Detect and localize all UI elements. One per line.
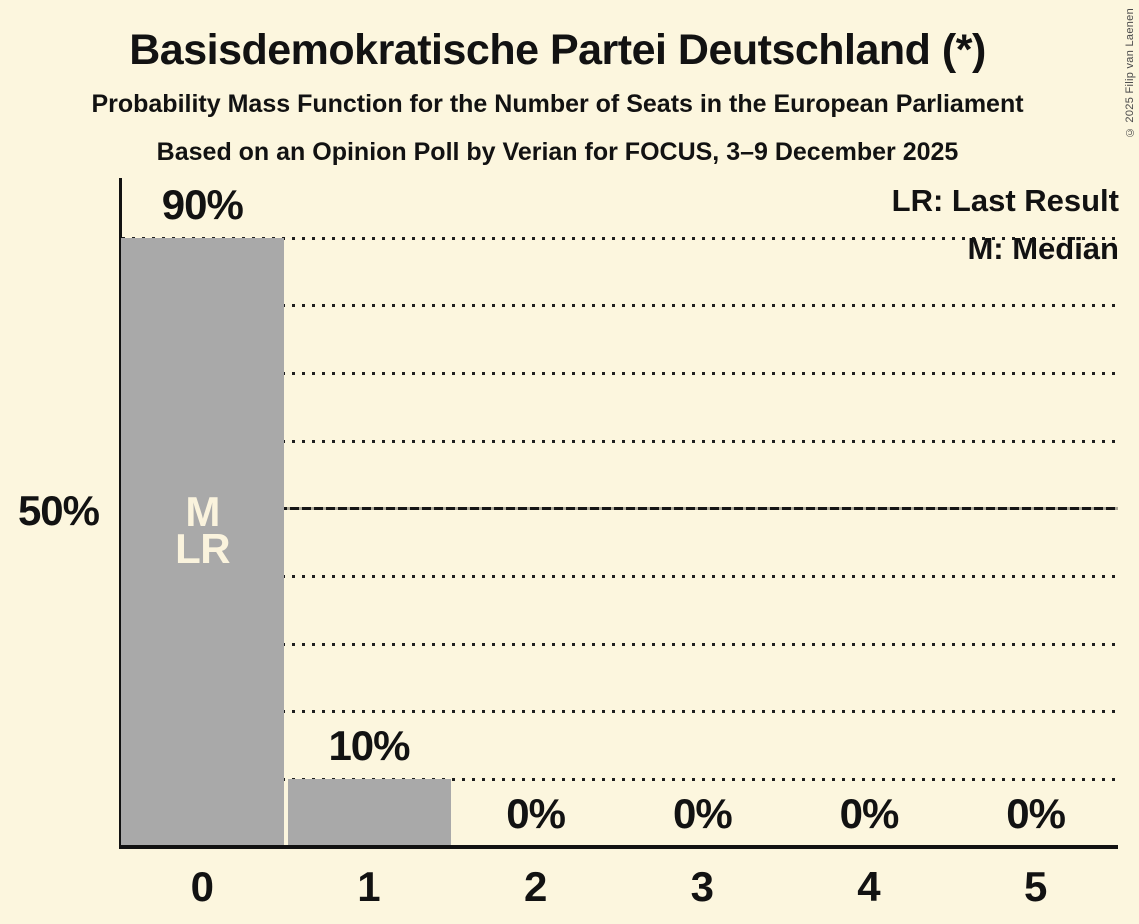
chart-title: Basisdemokratische Partei Deutschland (*…	[129, 26, 986, 74]
y-axis-tick-label-50: 50%	[17, 487, 100, 534]
chart-source-line: Based on an Opinion Poll by Verian for F…	[156, 138, 959, 166]
gridline-90pct	[122, 236, 1118, 240]
bar-seat-1	[287, 779, 451, 847]
copyright-text: © 2025 Filip van Laenen	[1124, 8, 1136, 139]
x-axis-tick-label-1: 1	[357, 863, 381, 910]
legend-last-result-label: LR: Last Result	[891, 183, 1119, 218]
bar-annotation-line: LR	[175, 525, 231, 572]
gridline-60pct	[122, 439, 1118, 443]
x-axis-tick-label-2: 2	[523, 863, 548, 910]
x-axis-tick-label-4: 4	[857, 863, 881, 910]
bar-annotation-line: M	[185, 488, 220, 535]
gridline-30pct	[122, 642, 1118, 646]
gridline-10pct	[122, 777, 1118, 781]
legend-median-label: M: Median	[967, 231, 1119, 266]
bar-value-label-seat-1: 10%	[328, 722, 410, 770]
bar-annotation-median-lastresult: M LR	[121, 488, 284, 572]
gridline-50pct	[122, 507, 1118, 511]
x-axis-line	[119, 845, 1118, 849]
gridline-70pct	[122, 371, 1118, 375]
gridline-80pct	[122, 304, 1118, 308]
x-axis-tick-label-3: 3	[690, 863, 714, 910]
gridline-40pct	[122, 574, 1118, 578]
chart-subtitle: Probability Mass Function for the Number…	[91, 90, 1024, 118]
bar-seat-0: M LR	[121, 238, 285, 847]
bar-value-label-seat-3: 0%	[672, 790, 733, 837]
bar-value-label-seat-2: 0%	[506, 790, 566, 837]
x-axis-tick-label-5: 5	[1023, 863, 1048, 910]
gridline-20pct	[122, 710, 1118, 714]
bar-value-label-seat-4: 0%	[839, 790, 900, 837]
bar-value-label-seat-5: 0%	[1006, 790, 1066, 837]
y-axis-line	[119, 178, 122, 849]
x-axis-tick-label-0: 0	[190, 863, 214, 910]
x-axis-labels: 0 1 2 3 4 5	[119, 866, 1119, 912]
plot-area: M LR 90% 10% 0% 0% 0% 0%	[119, 178, 1119, 849]
bar-value-label-seat-0: 90%	[161, 181, 244, 228]
